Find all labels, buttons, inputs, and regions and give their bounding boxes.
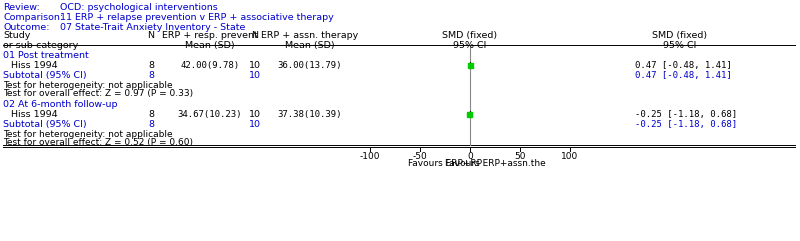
- Text: 10: 10: [249, 110, 261, 119]
- Text: Study: Study: [3, 31, 30, 40]
- Text: Review:: Review:: [3, 3, 40, 12]
- Text: 0.47 [-0.48, 1.41]: 0.47 [-0.48, 1.41]: [635, 61, 732, 70]
- Text: -0.25 [-1.18, 0.68]: -0.25 [-1.18, 0.68]: [635, 110, 737, 119]
- Text: 10: 10: [249, 61, 261, 70]
- Text: 10: 10: [249, 71, 261, 80]
- Text: 42.00(9.78): 42.00(9.78): [181, 61, 239, 70]
- Text: 95% CI: 95% CI: [663, 41, 697, 50]
- Text: Favours ERP+assn.the: Favours ERP+assn.the: [445, 159, 546, 168]
- Text: N: N: [147, 31, 154, 40]
- Text: Test for heterogeneity: not applicable: Test for heterogeneity: not applicable: [3, 81, 173, 90]
- Text: Mean (SD): Mean (SD): [185, 41, 235, 50]
- Text: 37.38(10.39): 37.38(10.39): [278, 110, 342, 119]
- Text: ERP + resp. prevent: ERP + resp. prevent: [162, 31, 258, 40]
- Text: Test for heterogeneity: not applicable: Test for heterogeneity: not applicable: [3, 130, 173, 139]
- Text: 0: 0: [467, 152, 473, 161]
- Text: Comparison:: Comparison:: [3, 13, 63, 22]
- Text: -100: -100: [360, 152, 380, 161]
- Text: Hiss 1994: Hiss 1994: [11, 61, 58, 70]
- Text: SMD (fixed): SMD (fixed): [442, 31, 498, 40]
- Text: 10: 10: [249, 120, 261, 129]
- Text: -0.25 [-1.18, 0.68]: -0.25 [-1.18, 0.68]: [635, 120, 737, 129]
- Text: 95% CI: 95% CI: [454, 41, 486, 50]
- Text: 8: 8: [148, 71, 154, 80]
- Text: SMD (fixed): SMD (fixed): [653, 31, 707, 40]
- Text: 100: 100: [562, 152, 578, 161]
- Text: Subtotal (95% CI): Subtotal (95% CI): [3, 120, 86, 129]
- Text: 01 Post treatment: 01 Post treatment: [3, 51, 89, 60]
- Text: ERP + assn. therapy: ERP + assn. therapy: [262, 31, 358, 40]
- Text: 11 ERP + relapse prevention v ERP + associative therapy: 11 ERP + relapse prevention v ERP + asso…: [60, 13, 334, 22]
- Text: 0.47 [-0.48, 1.41]: 0.47 [-0.48, 1.41]: [635, 71, 732, 80]
- Text: 50: 50: [514, 152, 526, 161]
- Text: Hiss 1994: Hiss 1994: [11, 110, 58, 119]
- Text: Test for overall effect: Z = 0.52 (P = 0.60): Test for overall effect: Z = 0.52 (P = 0…: [3, 138, 193, 147]
- Text: Test for overall effect: Z = 0.97 (P = 0.33): Test for overall effect: Z = 0.97 (P = 0…: [3, 89, 193, 98]
- Text: 8: 8: [148, 110, 154, 119]
- Bar: [468, 62, 473, 67]
- Text: Subtotal (95% CI): Subtotal (95% CI): [3, 71, 86, 80]
- Text: Outcome:: Outcome:: [3, 23, 50, 32]
- Text: 8: 8: [148, 120, 154, 129]
- Text: -50: -50: [413, 152, 427, 161]
- Text: or sub-category: or sub-category: [3, 41, 78, 50]
- Text: 02 At 6-month follow-up: 02 At 6-month follow-up: [3, 100, 118, 109]
- Text: 07 State-Trait Anxiety Inventory - State: 07 State-Trait Anxiety Inventory - State: [60, 23, 246, 32]
- Text: 36.00(13.79): 36.00(13.79): [278, 61, 342, 70]
- Text: 8: 8: [148, 61, 154, 70]
- Bar: [467, 112, 472, 116]
- Text: Mean (SD): Mean (SD): [285, 41, 335, 50]
- Text: 34.67(10.23): 34.67(10.23): [178, 110, 242, 119]
- Text: Favours ERP+RP: Favours ERP+RP: [408, 159, 482, 168]
- Text: OCD: psychological interventions: OCD: psychological interventions: [60, 3, 218, 12]
- Text: N: N: [251, 31, 258, 40]
